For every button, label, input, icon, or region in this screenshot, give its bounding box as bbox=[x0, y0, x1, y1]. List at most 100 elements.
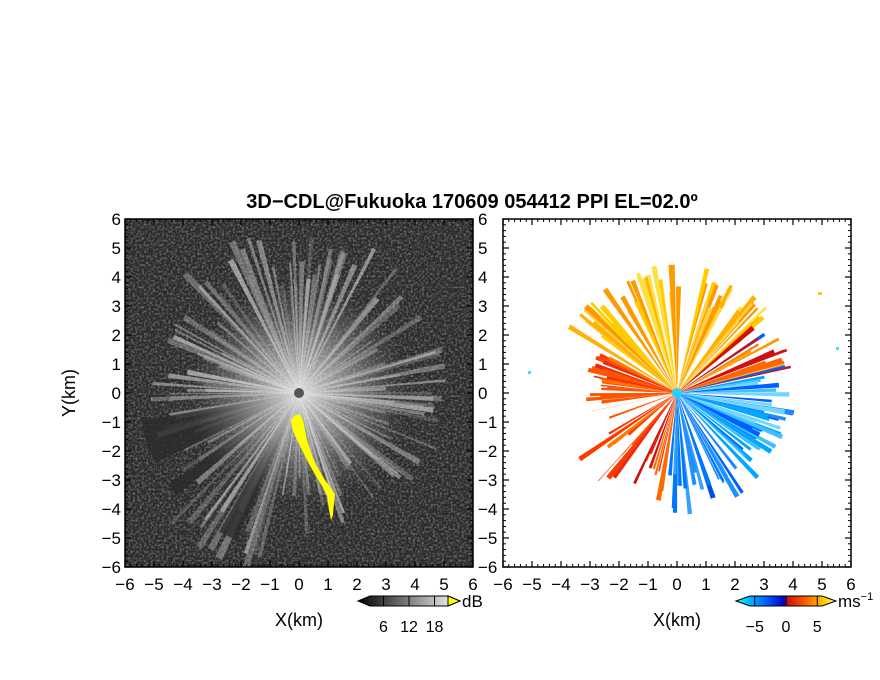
velocity-ray bbox=[677, 393, 752, 451]
velocity-ray bbox=[627, 309, 677, 393]
velocity-ray bbox=[677, 393, 760, 450]
velocity-speck-west bbox=[528, 371, 531, 374]
velocity-ray bbox=[677, 325, 755, 393]
velocity-ray bbox=[677, 393, 763, 432]
velocity-ray bbox=[632, 393, 677, 485]
x-tick-label: 2 bbox=[352, 575, 361, 594]
x-tick-label: 6 bbox=[846, 575, 855, 594]
velocity-ray bbox=[658, 393, 677, 472]
velocity-colorbar-unit-exp: −1 bbox=[861, 591, 874, 603]
intensity-xlabel: X(km) bbox=[275, 610, 323, 630]
colorbar-tick-label: 5 bbox=[813, 619, 822, 636]
velocity-ray bbox=[677, 393, 744, 494]
velocity-ray bbox=[608, 356, 677, 393]
velocity-ray bbox=[677, 349, 752, 393]
velocity-ray bbox=[594, 363, 677, 393]
x-tick-label: −2 bbox=[609, 575, 628, 594]
velocity-ray bbox=[677, 393, 756, 440]
velocity-ray bbox=[602, 287, 677, 393]
x-tick-label: −6 bbox=[115, 575, 134, 594]
y-tick-label-right: −6 bbox=[478, 558, 497, 577]
velocity-ray bbox=[677, 393, 693, 515]
x-tick-label: 3 bbox=[759, 575, 768, 594]
velocity-ray bbox=[650, 393, 677, 455]
velocity-ray bbox=[677, 393, 744, 451]
x-tick-label: 0 bbox=[294, 575, 303, 594]
velocity-ray bbox=[677, 302, 754, 393]
velocity-speck-east bbox=[836, 347, 839, 350]
y-tick-label: −6 bbox=[102, 558, 121, 577]
x-tick-label: −3 bbox=[580, 575, 599, 594]
velocity-ray bbox=[601, 334, 677, 393]
intensity-colorbar: 6 12 18 dB bbox=[356, 592, 483, 636]
x-tick-label: −5 bbox=[522, 575, 541, 594]
velocity-y-ticks: −6 −5 −4 −3 −2 −1 0 1 2 3 4 5 6 bbox=[478, 210, 851, 577]
velocity-ray bbox=[607, 386, 677, 393]
velocity-ray bbox=[654, 393, 677, 476]
y-tick-label: 1 bbox=[112, 355, 121, 374]
velocity-ray bbox=[638, 277, 677, 393]
x-tick-label: −6 bbox=[493, 575, 512, 594]
velocity-ray bbox=[677, 381, 759, 393]
velocity-ray bbox=[583, 304, 677, 393]
velocity-ray bbox=[677, 393, 760, 480]
velocity-ray bbox=[677, 393, 740, 498]
velocity-ray bbox=[652, 393, 677, 470]
y-tick-label: −4 bbox=[102, 500, 121, 519]
velocity-ray bbox=[630, 279, 677, 393]
y-tick-label: −1 bbox=[102, 413, 121, 432]
velocity-ray bbox=[567, 324, 677, 393]
y-tick-label: 5 bbox=[112, 239, 121, 258]
y-tick-label: 0 bbox=[112, 384, 121, 403]
intensity-colorbar-ticks: 6 12 18 bbox=[379, 596, 444, 636]
velocity-center-marker bbox=[672, 388, 682, 398]
velocity-ray bbox=[677, 337, 780, 393]
y-tick-label: 2 bbox=[112, 326, 121, 345]
x-tick-label: −2 bbox=[231, 575, 250, 594]
velocity-ray bbox=[677, 393, 712, 486]
x-tick-label: −1 bbox=[260, 575, 279, 594]
velocity-colorbar-unit-base: ms bbox=[838, 592, 861, 611]
velocity-ray bbox=[669, 291, 677, 393]
velocity-ray bbox=[602, 368, 677, 393]
velocity-gap bbox=[602, 393, 677, 519]
velocity-ray bbox=[677, 393, 725, 482]
velocity-ray bbox=[578, 393, 677, 462]
intensity-colorbar-unit: dB bbox=[462, 592, 483, 611]
velocity-ray bbox=[677, 393, 753, 463]
velocity-ray bbox=[636, 272, 677, 393]
colorbar-tick-label: −5 bbox=[746, 619, 764, 636]
velocity-ray bbox=[677, 379, 761, 393]
velocity-ray bbox=[677, 393, 682, 486]
velocity-ray bbox=[677, 393, 697, 473]
velocity-ray bbox=[601, 379, 677, 393]
velocity-ray bbox=[677, 349, 785, 393]
intensity-center-marker bbox=[294, 388, 304, 398]
intensity-panel: −6 −5 −4 −3 −2 −1 0 1 2 3 4 5 6 −6−5−4−3−2−10123456 … bbox=[59, 210, 478, 630]
x-tick-label: −5 bbox=[144, 575, 163, 594]
velocity-ray bbox=[668, 393, 677, 476]
velocity-speck-ne bbox=[818, 292, 822, 295]
velocity-ray bbox=[676, 286, 682, 393]
y-tick-label: −3 bbox=[102, 471, 121, 490]
intensity-y-ticks: −6 −5 −4 −3 −2 −1 0 1 2 3 4 5 6 bbox=[102, 210, 473, 577]
x-tick-label: 5 bbox=[817, 575, 826, 594]
x-tick-label: 3 bbox=[381, 575, 390, 594]
velocity-ray bbox=[612, 393, 677, 479]
velocity-ray bbox=[612, 393, 677, 445]
velocity-ray bbox=[677, 393, 770, 421]
velocity-ray bbox=[677, 382, 780, 393]
x-tick-label: −4 bbox=[173, 575, 192, 594]
velocity-ray bbox=[677, 349, 776, 393]
y-tick-label-right: 1 bbox=[478, 355, 487, 374]
x-tick-label: 2 bbox=[730, 575, 739, 594]
velocity-ray bbox=[677, 393, 786, 415]
y-tick-label: 4 bbox=[112, 268, 121, 287]
colorbar-tick-label: 12 bbox=[400, 619, 418, 636]
highlight-band bbox=[291, 414, 335, 520]
velocity-ray bbox=[601, 393, 677, 404]
velocity-ray bbox=[677, 392, 790, 397]
y-tick-label-right: −3 bbox=[478, 471, 497, 490]
velocity-x-ticks: −6 −5 −4 −3 −2 −1 0 1 2 3 4 5 6 bbox=[493, 219, 856, 594]
y-tick-label-right: −2 bbox=[478, 442, 497, 461]
